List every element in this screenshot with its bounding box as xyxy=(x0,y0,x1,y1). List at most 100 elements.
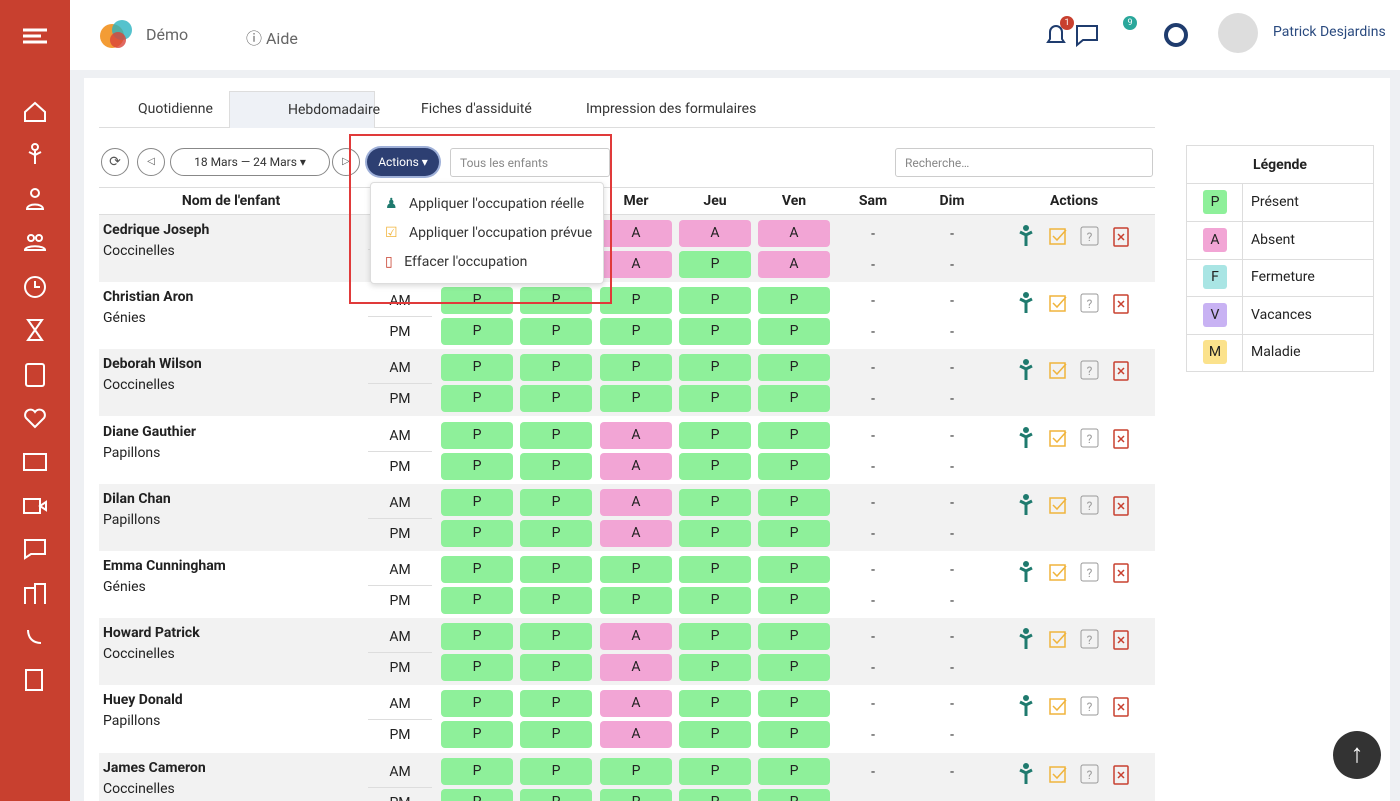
row-actions[interactable]: ? xyxy=(1015,627,1135,651)
status-cell[interactable]: A xyxy=(600,488,672,516)
status-cell[interactable]: P xyxy=(758,788,830,801)
row-actions[interactable]: ? xyxy=(1015,694,1135,718)
child-name[interactable]: Emma Cunningham xyxy=(103,558,226,574)
tab[interactable]: Fiches d'assiduité xyxy=(395,91,545,128)
status-cell[interactable]: P xyxy=(679,654,751,682)
status-cell[interactable]: P xyxy=(600,318,672,346)
status-cell[interactable]: P xyxy=(441,519,513,547)
dropdown-item[interactable]: ☑ Appliquer l'occupation prévue xyxy=(385,225,593,241)
tab[interactable]: Hebdomadaire xyxy=(229,91,380,128)
brand[interactable]: Démo xyxy=(146,25,189,44)
status-cell[interactable]: P xyxy=(520,623,592,651)
status-cell[interactable]: P xyxy=(679,251,751,278)
status-cell[interactable]: P xyxy=(679,788,751,801)
status-cell[interactable]: P xyxy=(520,654,592,682)
row-actions[interactable]: ? xyxy=(1015,560,1135,584)
row-actions[interactable]: ? xyxy=(1015,493,1135,517)
status-cell[interactable]: P xyxy=(520,452,592,480)
status-cell[interactable]: P xyxy=(441,587,513,614)
status-cell[interactable]: P xyxy=(441,421,513,449)
row-actions[interactable]: ? xyxy=(1015,358,1135,382)
status-cell[interactable]: A xyxy=(600,690,672,718)
dropdown-item[interactable]: ♟ Appliquer l'occupation réelle xyxy=(385,196,585,212)
actions-btn[interactable]: Actions ▾ xyxy=(367,148,439,176)
filter-input[interactable]: Tous les enfants xyxy=(450,148,610,177)
status-cell[interactable]: P xyxy=(600,556,672,583)
row-actions[interactable]: ? xyxy=(1015,426,1135,450)
status-cell[interactable]: P xyxy=(441,654,513,682)
status-cell[interactable]: P xyxy=(679,318,751,346)
child-name[interactable]: Dilan Chan xyxy=(103,490,171,507)
status-cell[interactable]: P xyxy=(441,318,513,346)
child-name[interactable]: Cedrique Joseph xyxy=(103,222,210,238)
status-cell[interactable]: P xyxy=(520,788,592,801)
status-cell[interactable]: P xyxy=(758,385,830,413)
status-cell[interactable]: P xyxy=(520,757,592,785)
status-cell[interactable]: A xyxy=(600,654,672,682)
status-cell[interactable]: P xyxy=(520,488,592,516)
status-cell[interactable]: P xyxy=(758,556,830,583)
status-cell[interactable]: P xyxy=(441,690,513,718)
status-cell[interactable]: P xyxy=(520,519,592,547)
status-cell[interactable]: P xyxy=(520,690,592,718)
status-cell[interactable]: P xyxy=(441,556,513,583)
status-cell[interactable]: P xyxy=(679,623,751,651)
status-cell[interactable]: P xyxy=(520,556,592,583)
status-cell[interactable]: A xyxy=(600,251,672,278)
dropdown-item[interactable]: ▯ Effacer l'occupation xyxy=(385,254,528,270)
help-menu[interactable]: ⓘ Aide xyxy=(246,29,298,48)
status-cell[interactable]: P xyxy=(758,519,830,547)
status-cell[interactable]: A xyxy=(758,220,830,247)
status-cell[interactable]: P xyxy=(679,757,751,785)
status-cell[interactable]: P xyxy=(758,721,830,749)
row-actions[interactable]: ? xyxy=(1015,224,1135,248)
refresh-btn[interactable]: ⟳ xyxy=(101,148,129,176)
status-cell[interactable]: P xyxy=(600,788,672,801)
next-btn[interactable]: ▷ xyxy=(332,148,360,176)
status-cell[interactable]: P xyxy=(758,757,830,785)
status-cell[interactable]: P xyxy=(758,421,830,449)
status-cell[interactable]: A xyxy=(600,452,672,480)
child-name[interactable]: Howard Patrick xyxy=(103,625,200,642)
status-cell[interactable]: P xyxy=(441,385,513,413)
status-cell[interactable]: P xyxy=(679,452,751,480)
tab[interactable]: Impression des formulaires xyxy=(560,91,760,128)
status-cell[interactable]: P xyxy=(679,287,751,315)
status-cell[interactable]: P xyxy=(441,488,513,516)
status-cell[interactable]: P xyxy=(679,354,751,382)
row-actions[interactable]: ? xyxy=(1015,291,1135,315)
status-cell[interactable]: P xyxy=(758,488,830,516)
status-cell[interactable]: P xyxy=(600,757,672,785)
status-cell[interactable]: P xyxy=(679,385,751,413)
status-cell[interactable]: A xyxy=(600,623,672,651)
status-cell[interactable]: A xyxy=(679,220,751,247)
status-cell[interactable]: P xyxy=(441,354,513,382)
status-cell[interactable]: P xyxy=(758,654,830,682)
child-name[interactable]: Diane Gauthier xyxy=(103,423,197,440)
status-cell[interactable]: P xyxy=(520,385,592,413)
status-cell[interactable]: P xyxy=(520,587,592,614)
status-cell[interactable]: P xyxy=(758,623,830,651)
status-cell[interactable]: P xyxy=(600,287,672,315)
scroll-top[interactable]: ↑ xyxy=(1333,731,1381,779)
status-cell[interactable]: P xyxy=(441,757,513,785)
status-cell[interactable]: P xyxy=(679,587,751,614)
status-cell[interactable]: P xyxy=(520,287,592,315)
avatar[interactable] xyxy=(1218,13,1258,53)
status-cell[interactable]: P xyxy=(758,452,830,480)
status-cell[interactable]: P xyxy=(520,721,592,749)
status-cell[interactable]: P xyxy=(758,587,830,614)
status-cell[interactable]: P xyxy=(679,519,751,547)
status-cell[interactable]: P xyxy=(600,385,672,413)
status-cell[interactable]: P xyxy=(520,421,592,449)
status-cell[interactable]: P xyxy=(441,623,513,651)
status-cell[interactable]: P xyxy=(679,690,751,718)
status-cell[interactable]: P xyxy=(441,452,513,480)
status-cell[interactable]: P xyxy=(758,287,830,315)
status-cell[interactable]: P xyxy=(441,721,513,749)
child-name[interactable]: Christian Aron xyxy=(103,289,194,306)
prev-btn[interactable]: ◁ xyxy=(137,148,165,176)
status-cell[interactable]: P xyxy=(441,287,513,315)
status-cell[interactable]: P xyxy=(758,354,830,382)
search-input[interactable]: Recherche… xyxy=(895,148,1153,177)
